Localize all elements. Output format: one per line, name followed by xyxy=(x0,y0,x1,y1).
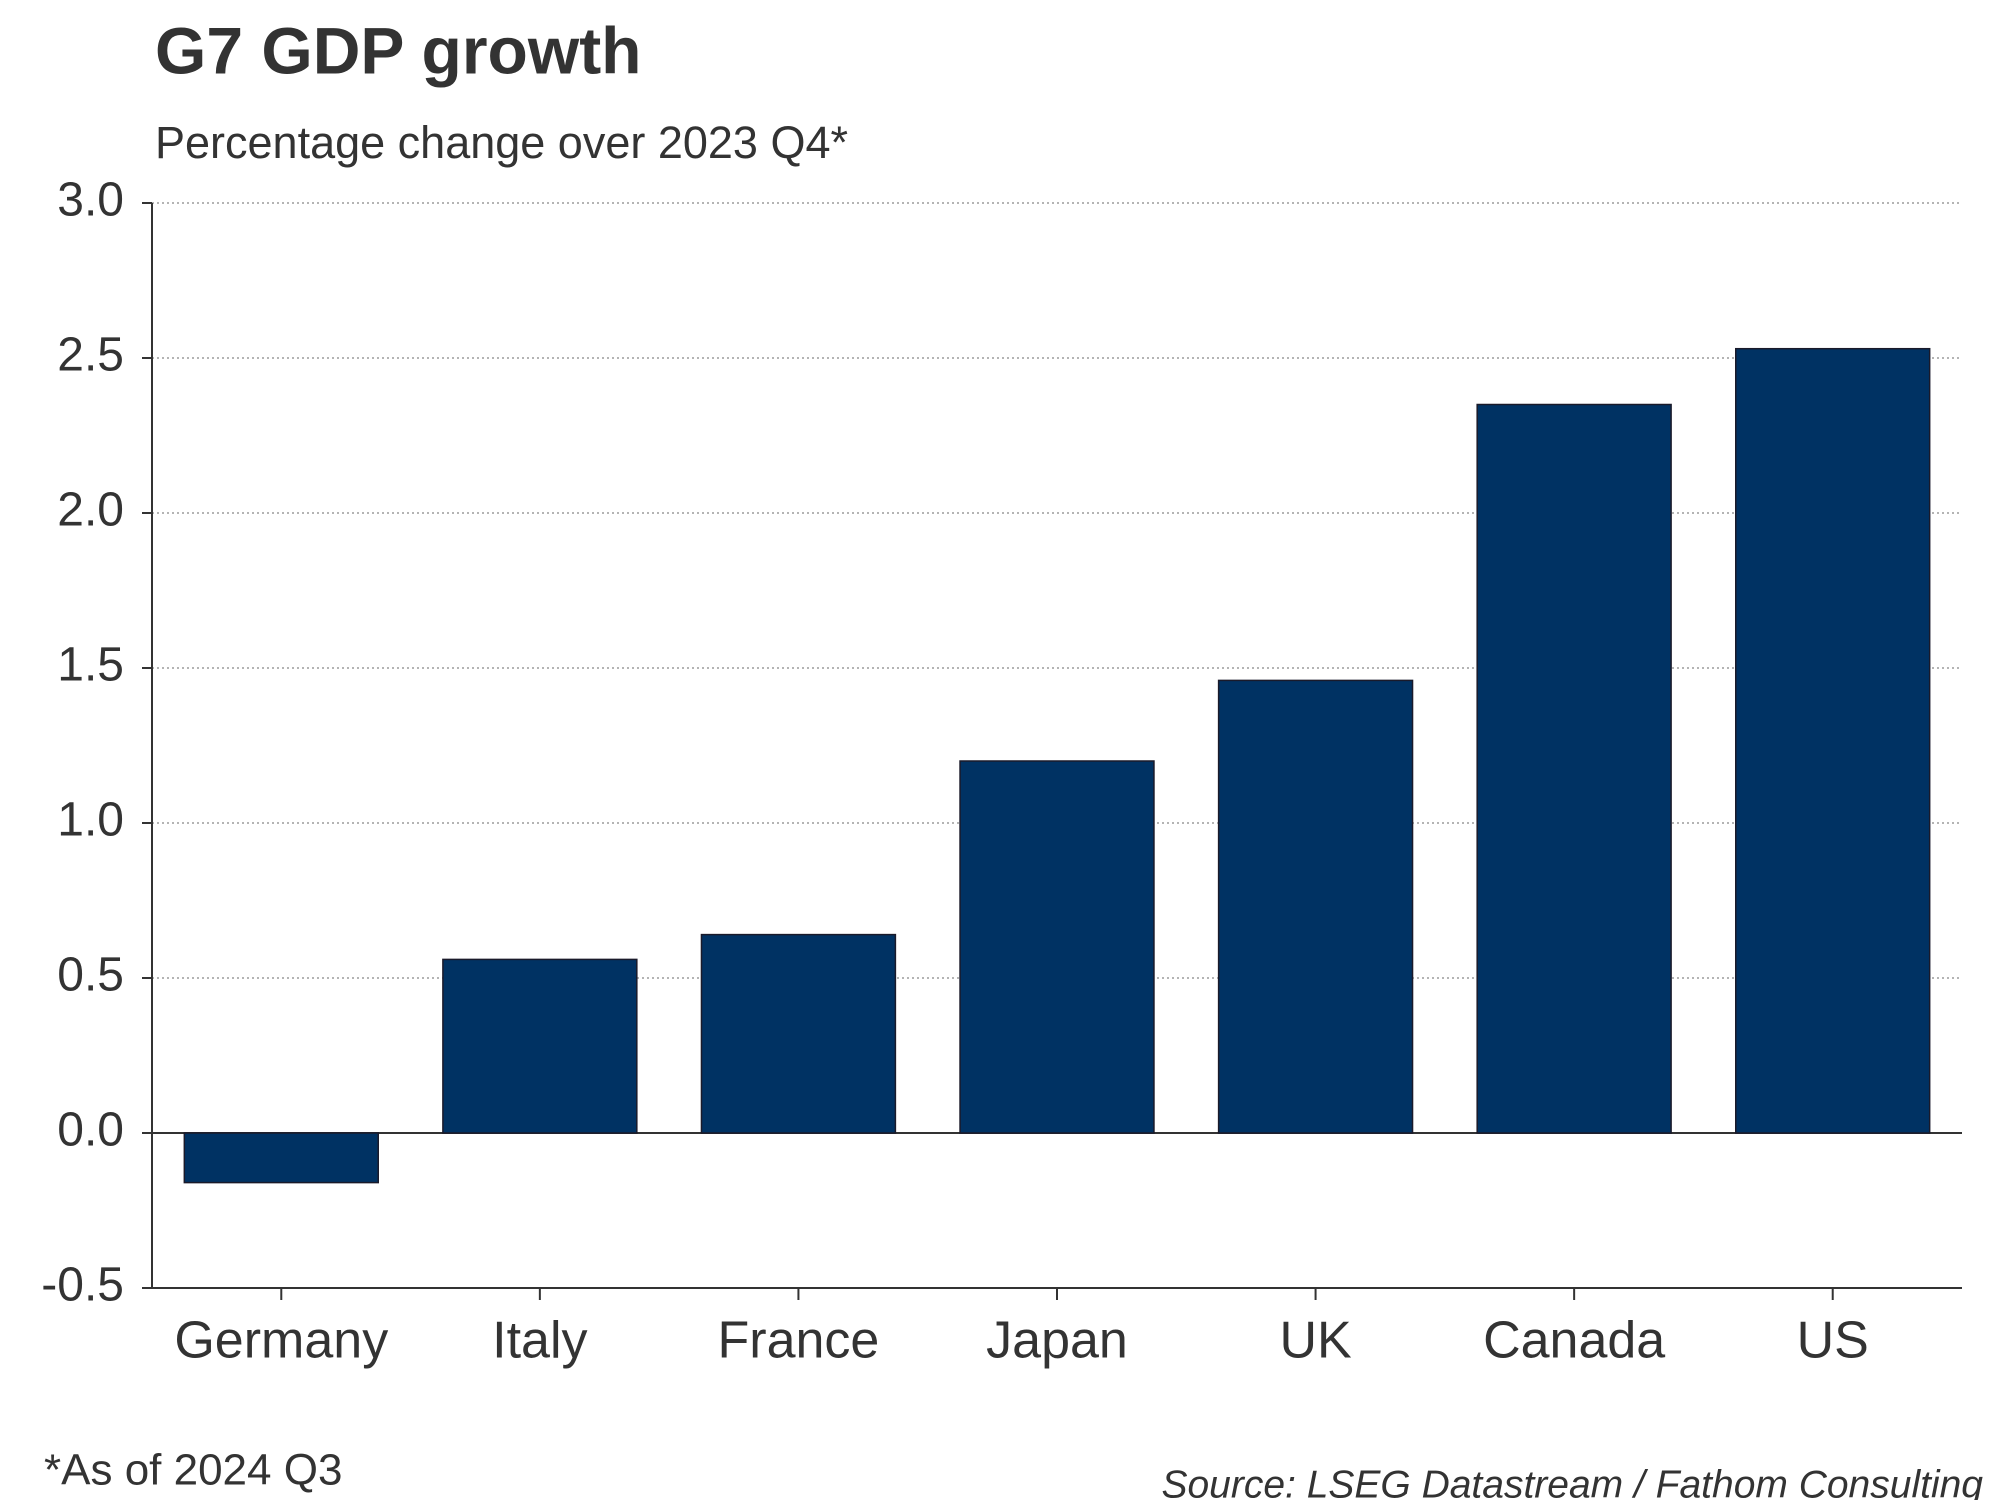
bar xyxy=(1217,679,1414,1134)
y-tick-label: 1.0 xyxy=(57,794,124,847)
chart-subtitle: Percentage change over 2023 Q4* xyxy=(155,117,848,168)
y-tick-label: 0.0 xyxy=(57,1104,124,1157)
bar xyxy=(700,933,897,1134)
bar xyxy=(1476,403,1672,1134)
x-tick-label: France xyxy=(718,1312,880,1370)
source: Source: LSEG Datastream / Fathom Consult… xyxy=(1161,1463,1983,1500)
x-tick-label: US xyxy=(1797,1312,1869,1370)
bar xyxy=(442,958,638,1134)
bar xyxy=(183,1132,379,1184)
y-tick-label: 2.0 xyxy=(57,484,124,537)
bar xyxy=(1735,347,1931,1134)
x-tick-label: Germany xyxy=(174,1312,388,1370)
y-tick-label: 1.5 xyxy=(57,639,124,692)
x-tick-label: Canada xyxy=(1483,1312,1665,1370)
y-tick-label: -0.5 xyxy=(41,1259,124,1312)
chart-title: G7 GDP growth xyxy=(155,13,642,87)
x-tick-label: UK xyxy=(1279,1312,1352,1370)
y-tick-label: 2.5 xyxy=(57,329,124,382)
y-tick-label: 0.5 xyxy=(57,949,124,1002)
x-tick-label: Japan xyxy=(986,1312,1128,1370)
footnote: *As of 2024 Q3 xyxy=(44,1446,342,1495)
bar xyxy=(959,760,1155,1134)
y-tick-label: 3.0 xyxy=(57,174,124,227)
x-tick-label: Italy xyxy=(492,1312,587,1370)
